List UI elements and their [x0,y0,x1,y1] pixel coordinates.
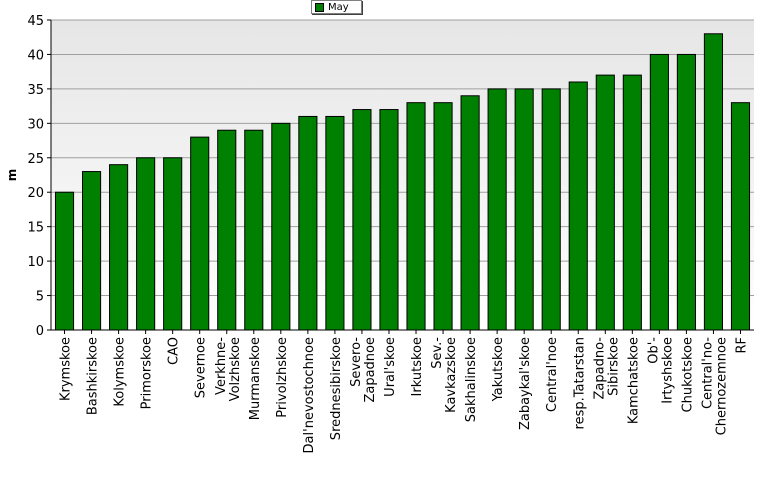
y-tick-label: 5 [36,290,44,305]
bar [379,109,399,331]
y-tick-label: 40 [27,48,44,63]
y-tick-label: 10 [27,255,44,270]
legend: May [311,0,362,14]
bar [325,115,345,331]
x-tick-label: CAO [167,337,182,365]
y-tick-label: 20 [27,186,44,201]
x-tick-label: Ural'skoe [383,337,398,397]
x-tick-label: Kolymskoe [113,337,128,407]
x-tick-label: Zabaykal'skoe [518,337,533,430]
x-tick-label: RF [734,337,749,354]
y-tick-label: 25 [27,152,44,167]
x-tick-label: Murmanskoe [248,337,263,420]
x-tick-label: Ob'-Irtyshskoe [646,337,675,404]
bar [190,136,210,331]
bar [541,88,561,331]
bar [676,53,696,331]
bar [622,74,642,331]
x-tick-label: Central'no-Chernozemnoe [700,337,729,436]
bar [81,171,102,331]
x-tick-label: Central'noe [545,337,560,412]
x-tick-label: Severo-Zapadnoe [349,337,378,403]
bar [460,95,480,331]
bar [649,53,669,331]
legend-label-may: May [328,1,349,13]
bar [730,102,751,331]
y-tick-label: 30 [27,117,44,132]
bar [568,81,588,331]
y-axis-label: m [5,169,19,182]
bar [352,109,372,331]
x-tick-label: Severnoe [194,337,209,398]
bar [595,74,615,331]
y-tick-label: 15 [27,221,44,236]
y-tick-label: 35 [27,83,44,98]
bar [703,33,724,331]
x-tick-label: Privolzhskoe [275,337,290,418]
bar [109,164,129,331]
bar [514,88,534,331]
x-tick-label: Yakutskoe [491,337,506,402]
x-tick-label: Srednesibirskoe [329,337,344,440]
bar [487,88,507,331]
bar [54,191,75,331]
plot-area [51,20,754,330]
x-tick-label: Sakhalinskoe [464,337,479,422]
x-tick-label: Zapadno-Sibirskoe [592,337,621,400]
bar [271,122,291,331]
x-tick-label: Primorskoe [140,337,155,409]
x-tick-label: Kamchatskoe [626,337,641,424]
bar [136,157,156,331]
x-tick-label: Verkhne-Volzhskoe [214,337,243,402]
y-tick-label: 45 [27,14,44,29]
x-tick-label: Krymskoe [59,337,74,401]
x-tick-label: Irkutskoe [410,337,425,396]
x-tick-label: Bashkirskoe [86,337,101,415]
x-tick-label: Sev.-Kavkazskoe [430,337,459,413]
bar [217,129,237,331]
y-tick-label: 0 [36,324,44,339]
x-tick-label: Chukotskoe [680,337,695,412]
bar [433,102,453,331]
bar [406,102,426,331]
bar [163,157,183,331]
x-tick-label: Dal'nevostochnoe [302,337,317,453]
bar [298,115,318,331]
x-tick-label: resp.Tatarstan [572,337,587,429]
bar [244,129,264,331]
legend-swatch [315,2,324,12]
